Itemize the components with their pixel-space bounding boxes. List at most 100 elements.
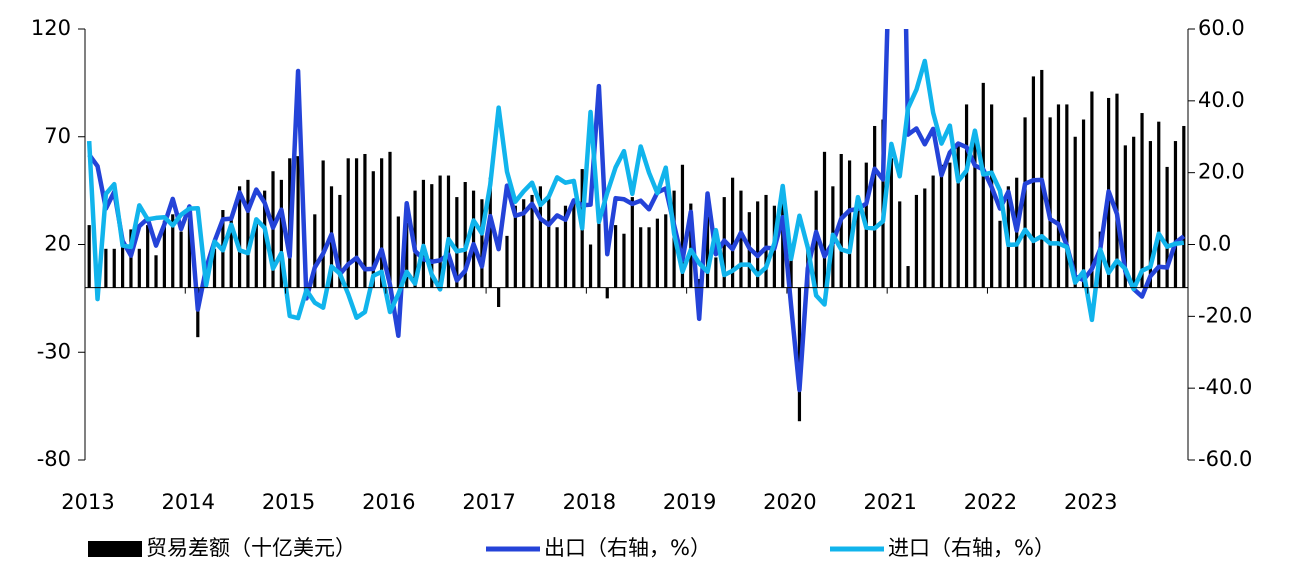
bar <box>1065 104 1069 288</box>
bar <box>689 203 693 288</box>
bar <box>956 143 960 288</box>
bar <box>756 201 760 288</box>
bar <box>898 201 902 288</box>
bar <box>513 205 517 288</box>
x-tick-label: 2013 <box>61 490 114 514</box>
bar <box>680 164 685 288</box>
bar <box>87 225 91 288</box>
bar <box>1123 145 1127 288</box>
x-tick-label: 2021 <box>863 490 916 514</box>
bar <box>371 171 375 288</box>
y2-tick-label: 0.0 <box>1198 232 1231 256</box>
y2-tick-label: 40.0 <box>1198 88 1245 112</box>
bar <box>1081 119 1086 288</box>
bar <box>522 199 526 288</box>
bar <box>1148 141 1152 288</box>
bar <box>697 278 701 288</box>
y2-tick-label: -60.0 <box>1198 447 1252 471</box>
x-tick-label: 2017 <box>462 490 515 514</box>
bar <box>964 104 969 288</box>
bar <box>505 235 509 288</box>
bar <box>1115 93 1119 288</box>
y-tick-label: 120 <box>31 16 71 40</box>
bar <box>873 125 877 288</box>
legend-label: 贸易差额（十亿美元） <box>146 536 356 560</box>
bar <box>179 231 183 288</box>
bar <box>647 227 651 288</box>
bar <box>212 248 217 288</box>
bar <box>430 184 434 288</box>
bar <box>547 197 551 288</box>
bar <box>488 177 492 288</box>
bar <box>421 179 426 288</box>
bar <box>1048 117 1052 288</box>
bar <box>664 214 668 288</box>
bar <box>572 201 576 288</box>
bar <box>246 179 250 288</box>
bar <box>121 244 125 288</box>
bar <box>739 190 743 288</box>
legend-swatch <box>88 541 142 557</box>
bar <box>822 151 827 288</box>
bar <box>990 104 994 288</box>
bar <box>906 266 910 288</box>
bar <box>530 194 534 288</box>
bar <box>939 164 944 288</box>
bar <box>196 287 200 338</box>
bar <box>363 153 367 288</box>
bar <box>597 214 601 288</box>
y2-tick-label: -20.0 <box>1198 303 1252 327</box>
plot-area <box>86 29 1186 422</box>
bar <box>1140 113 1144 288</box>
bar <box>296 156 300 288</box>
x-tick-label: 2020 <box>763 490 816 514</box>
bar <box>1090 91 1094 288</box>
bar <box>630 197 634 288</box>
bar <box>764 194 768 288</box>
bar <box>279 179 283 288</box>
bar <box>1173 141 1178 288</box>
bar <box>338 194 342 288</box>
bar <box>789 259 793 288</box>
bar <box>380 158 384 288</box>
legend-label: 进口（右轴，%） <box>888 536 1055 560</box>
bar <box>463 182 467 288</box>
x-tick-label: 2015 <box>262 490 315 514</box>
bar <box>162 220 166 288</box>
bar <box>480 199 484 288</box>
bar <box>948 162 952 288</box>
bar <box>146 225 150 288</box>
bar <box>1023 117 1027 288</box>
y-tick-label: 70 <box>44 124 71 148</box>
bar <box>388 151 392 288</box>
bar <box>730 177 735 288</box>
bar <box>856 207 860 288</box>
bar <box>622 233 626 288</box>
bar <box>137 248 141 288</box>
bar <box>112 248 116 288</box>
y-tick-label: -30 <box>37 339 71 363</box>
bar <box>129 229 133 288</box>
bar <box>254 220 258 288</box>
bar <box>1157 121 1161 288</box>
bar <box>1056 104 1061 288</box>
bar <box>1182 125 1186 288</box>
bar <box>446 175 451 288</box>
y2-tick-label: -40.0 <box>1198 375 1252 399</box>
bar <box>889 158 893 288</box>
bar <box>614 225 618 288</box>
bar <box>321 160 325 288</box>
x-tick-label: 2019 <box>663 490 716 514</box>
bar <box>346 158 350 288</box>
bar <box>455 197 459 288</box>
line <box>87 29 1186 393</box>
bar <box>187 218 192 288</box>
x-tick-label: 2018 <box>563 490 616 514</box>
bar <box>229 218 233 288</box>
bar <box>104 248 108 288</box>
bar <box>497 287 501 307</box>
bar <box>171 214 175 288</box>
bar <box>1132 136 1136 288</box>
bar <box>639 227 643 288</box>
